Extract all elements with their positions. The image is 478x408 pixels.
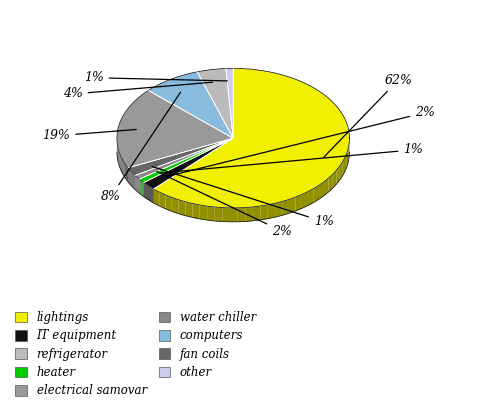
Polygon shape [125, 164, 126, 179]
Polygon shape [308, 188, 314, 206]
Polygon shape [124, 163, 125, 178]
Legend: lightings, IT equipment, refrigerator, heater, electrical samovar, water chiller: lightings, IT equipment, refrigerator, h… [11, 306, 261, 402]
Polygon shape [275, 202, 282, 217]
Polygon shape [319, 182, 324, 199]
Polygon shape [178, 200, 185, 216]
Polygon shape [302, 192, 308, 208]
Polygon shape [295, 195, 302, 211]
Polygon shape [193, 204, 200, 219]
Polygon shape [222, 208, 230, 222]
Polygon shape [149, 72, 233, 138]
Polygon shape [128, 138, 233, 175]
Polygon shape [153, 189, 159, 206]
Polygon shape [343, 157, 345, 175]
Polygon shape [121, 157, 122, 173]
Text: 4%: 4% [63, 82, 213, 100]
Polygon shape [200, 205, 207, 220]
Polygon shape [345, 153, 347, 171]
Polygon shape [139, 138, 233, 183]
Polygon shape [238, 208, 245, 222]
Polygon shape [153, 69, 349, 208]
Polygon shape [127, 166, 128, 182]
Polygon shape [207, 206, 215, 221]
Text: 2%: 2% [157, 171, 292, 238]
Polygon shape [348, 144, 349, 162]
Polygon shape [122, 159, 123, 174]
Polygon shape [159, 192, 165, 209]
Text: 2%: 2% [166, 106, 435, 177]
Polygon shape [119, 152, 120, 167]
Polygon shape [328, 174, 333, 192]
Polygon shape [215, 207, 222, 222]
Polygon shape [324, 178, 328, 196]
Polygon shape [117, 91, 233, 168]
Polygon shape [126, 165, 127, 180]
Polygon shape [135, 138, 233, 179]
Polygon shape [230, 208, 238, 222]
Polygon shape [245, 207, 253, 222]
Polygon shape [314, 185, 319, 202]
Polygon shape [289, 197, 295, 213]
Polygon shape [226, 69, 233, 138]
Polygon shape [261, 205, 268, 220]
Polygon shape [172, 197, 178, 214]
Polygon shape [333, 170, 337, 188]
Polygon shape [185, 202, 193, 217]
Polygon shape [123, 161, 124, 177]
Polygon shape [282, 200, 289, 215]
Polygon shape [120, 155, 121, 170]
Polygon shape [197, 69, 233, 138]
Text: 1%: 1% [152, 166, 334, 228]
Polygon shape [253, 206, 261, 221]
Polygon shape [340, 162, 343, 180]
Polygon shape [165, 195, 172, 211]
Polygon shape [347, 148, 348, 167]
Text: 62%: 62% [324, 73, 412, 157]
Text: 19%: 19% [43, 129, 136, 142]
Text: 1%: 1% [161, 143, 424, 173]
Polygon shape [337, 166, 340, 184]
Text: 8%: 8% [101, 92, 181, 203]
Polygon shape [268, 203, 275, 219]
Text: 1%: 1% [84, 71, 228, 84]
Polygon shape [143, 138, 233, 189]
